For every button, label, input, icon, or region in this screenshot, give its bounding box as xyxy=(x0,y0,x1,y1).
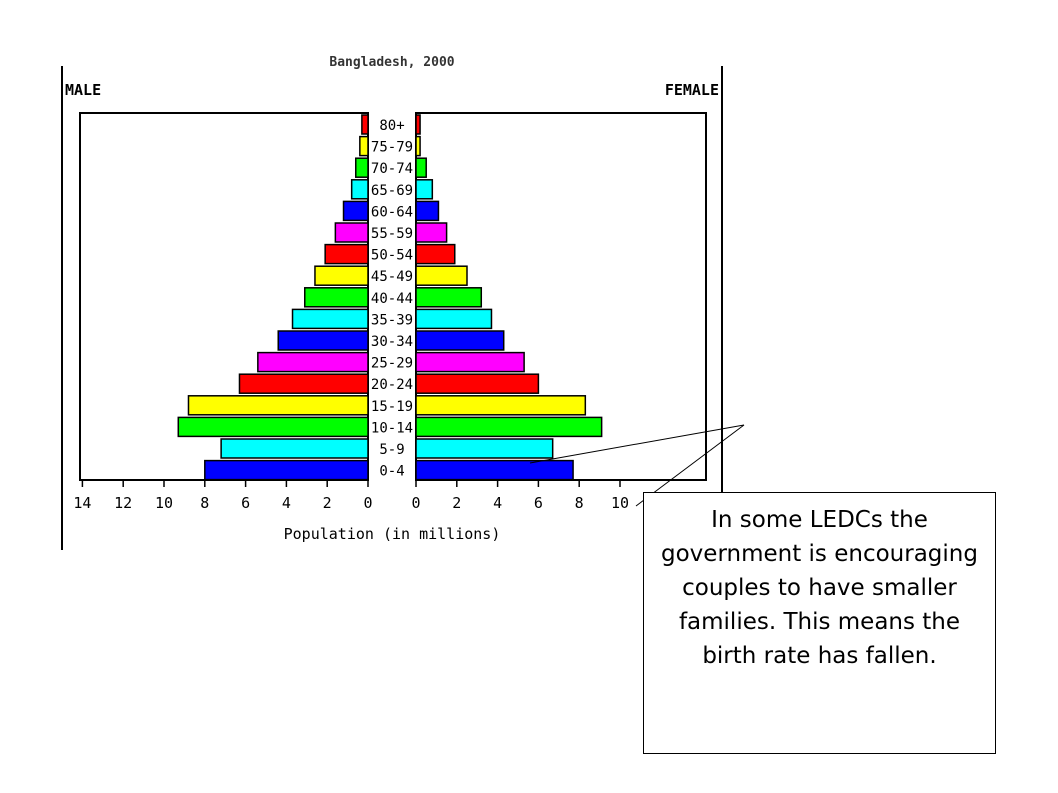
age-group-label: 5-9 xyxy=(379,442,404,458)
female-bar xyxy=(415,395,587,416)
male-label: MALE xyxy=(65,81,101,99)
x-tick-label: 8 xyxy=(575,494,584,512)
callout-pointer-line xyxy=(529,424,745,464)
x-tick-label: 2 xyxy=(323,494,332,512)
age-group-label: 70-74 xyxy=(371,161,413,177)
x-tick-label: 14 xyxy=(73,494,91,512)
male-bar xyxy=(334,222,369,243)
x-tick-label: 4 xyxy=(282,494,291,512)
male-bar xyxy=(361,114,369,135)
female-bar xyxy=(415,265,468,286)
age-group-label: 0-4 xyxy=(379,464,404,480)
female-bar xyxy=(415,157,427,178)
x-tick-label: 6 xyxy=(534,494,543,512)
female-bar xyxy=(415,200,440,222)
male-bar xyxy=(257,351,369,373)
female-bar xyxy=(415,222,448,243)
female-bar xyxy=(415,135,421,157)
age-group-label: 65-69 xyxy=(371,183,413,199)
male-bar xyxy=(350,179,369,200)
female-bar xyxy=(415,459,574,481)
female-bar xyxy=(415,308,493,330)
female-bar xyxy=(415,373,540,394)
age-group-label: 50-54 xyxy=(371,248,413,264)
age-group-label: 10-14 xyxy=(371,420,413,436)
female-bar xyxy=(415,179,434,200)
male-bar xyxy=(324,243,369,265)
female-label: FEMALE xyxy=(665,81,719,99)
x-tick-label: 12 xyxy=(114,494,132,512)
x-tick-label: 2 xyxy=(452,494,461,512)
female-bar xyxy=(415,114,421,135)
female-bar xyxy=(415,330,505,351)
x-tick-label: 6 xyxy=(241,494,250,512)
male-bar xyxy=(220,438,369,459)
annotation-callout: In some LEDCs the government is encourag… xyxy=(643,492,996,754)
callout-text: In some LEDCs the government is encourag… xyxy=(661,507,978,669)
age-group-label: 35-39 xyxy=(371,312,413,328)
female-bar xyxy=(415,416,603,438)
male-bar xyxy=(355,157,369,178)
x-tick-label: 10 xyxy=(155,494,173,512)
male-bar xyxy=(187,395,369,416)
age-group-label: 45-49 xyxy=(371,269,413,285)
female-bar xyxy=(415,243,456,265)
male-bar xyxy=(359,135,369,157)
age-group-label: 80+ xyxy=(379,118,404,134)
age-group-label: 30-34 xyxy=(371,334,413,350)
female-bar xyxy=(415,351,525,373)
male-bar xyxy=(342,200,369,222)
age-group-label: 40-44 xyxy=(371,291,413,307)
male-bar xyxy=(314,265,369,286)
age-group-label: 75-79 xyxy=(371,140,413,156)
female-bar xyxy=(415,287,483,308)
x-tick-label: 0 xyxy=(363,494,372,512)
age-group-label: 20-24 xyxy=(371,377,413,393)
x-tick-label: 4 xyxy=(493,494,502,512)
male-bar xyxy=(238,373,369,394)
chart-subtitle: Bangladesh, 2000 xyxy=(329,55,454,70)
male-bar xyxy=(304,287,369,308)
male-bar xyxy=(277,330,369,351)
age-group-label: 15-19 xyxy=(371,399,413,415)
male-bar xyxy=(177,416,369,438)
male-bar xyxy=(204,459,369,481)
x-tick-label: 0 xyxy=(411,494,420,512)
x-tick-label: 8 xyxy=(200,494,209,512)
x-axis-label: Population (in millions) xyxy=(284,525,501,543)
age-group-label: 60-64 xyxy=(371,204,413,220)
male-bar xyxy=(291,308,369,330)
age-group-label: 55-59 xyxy=(371,226,413,242)
female-bar xyxy=(415,438,554,459)
x-tick-label: 10 xyxy=(611,494,629,512)
age-group-label: 25-29 xyxy=(371,356,413,372)
